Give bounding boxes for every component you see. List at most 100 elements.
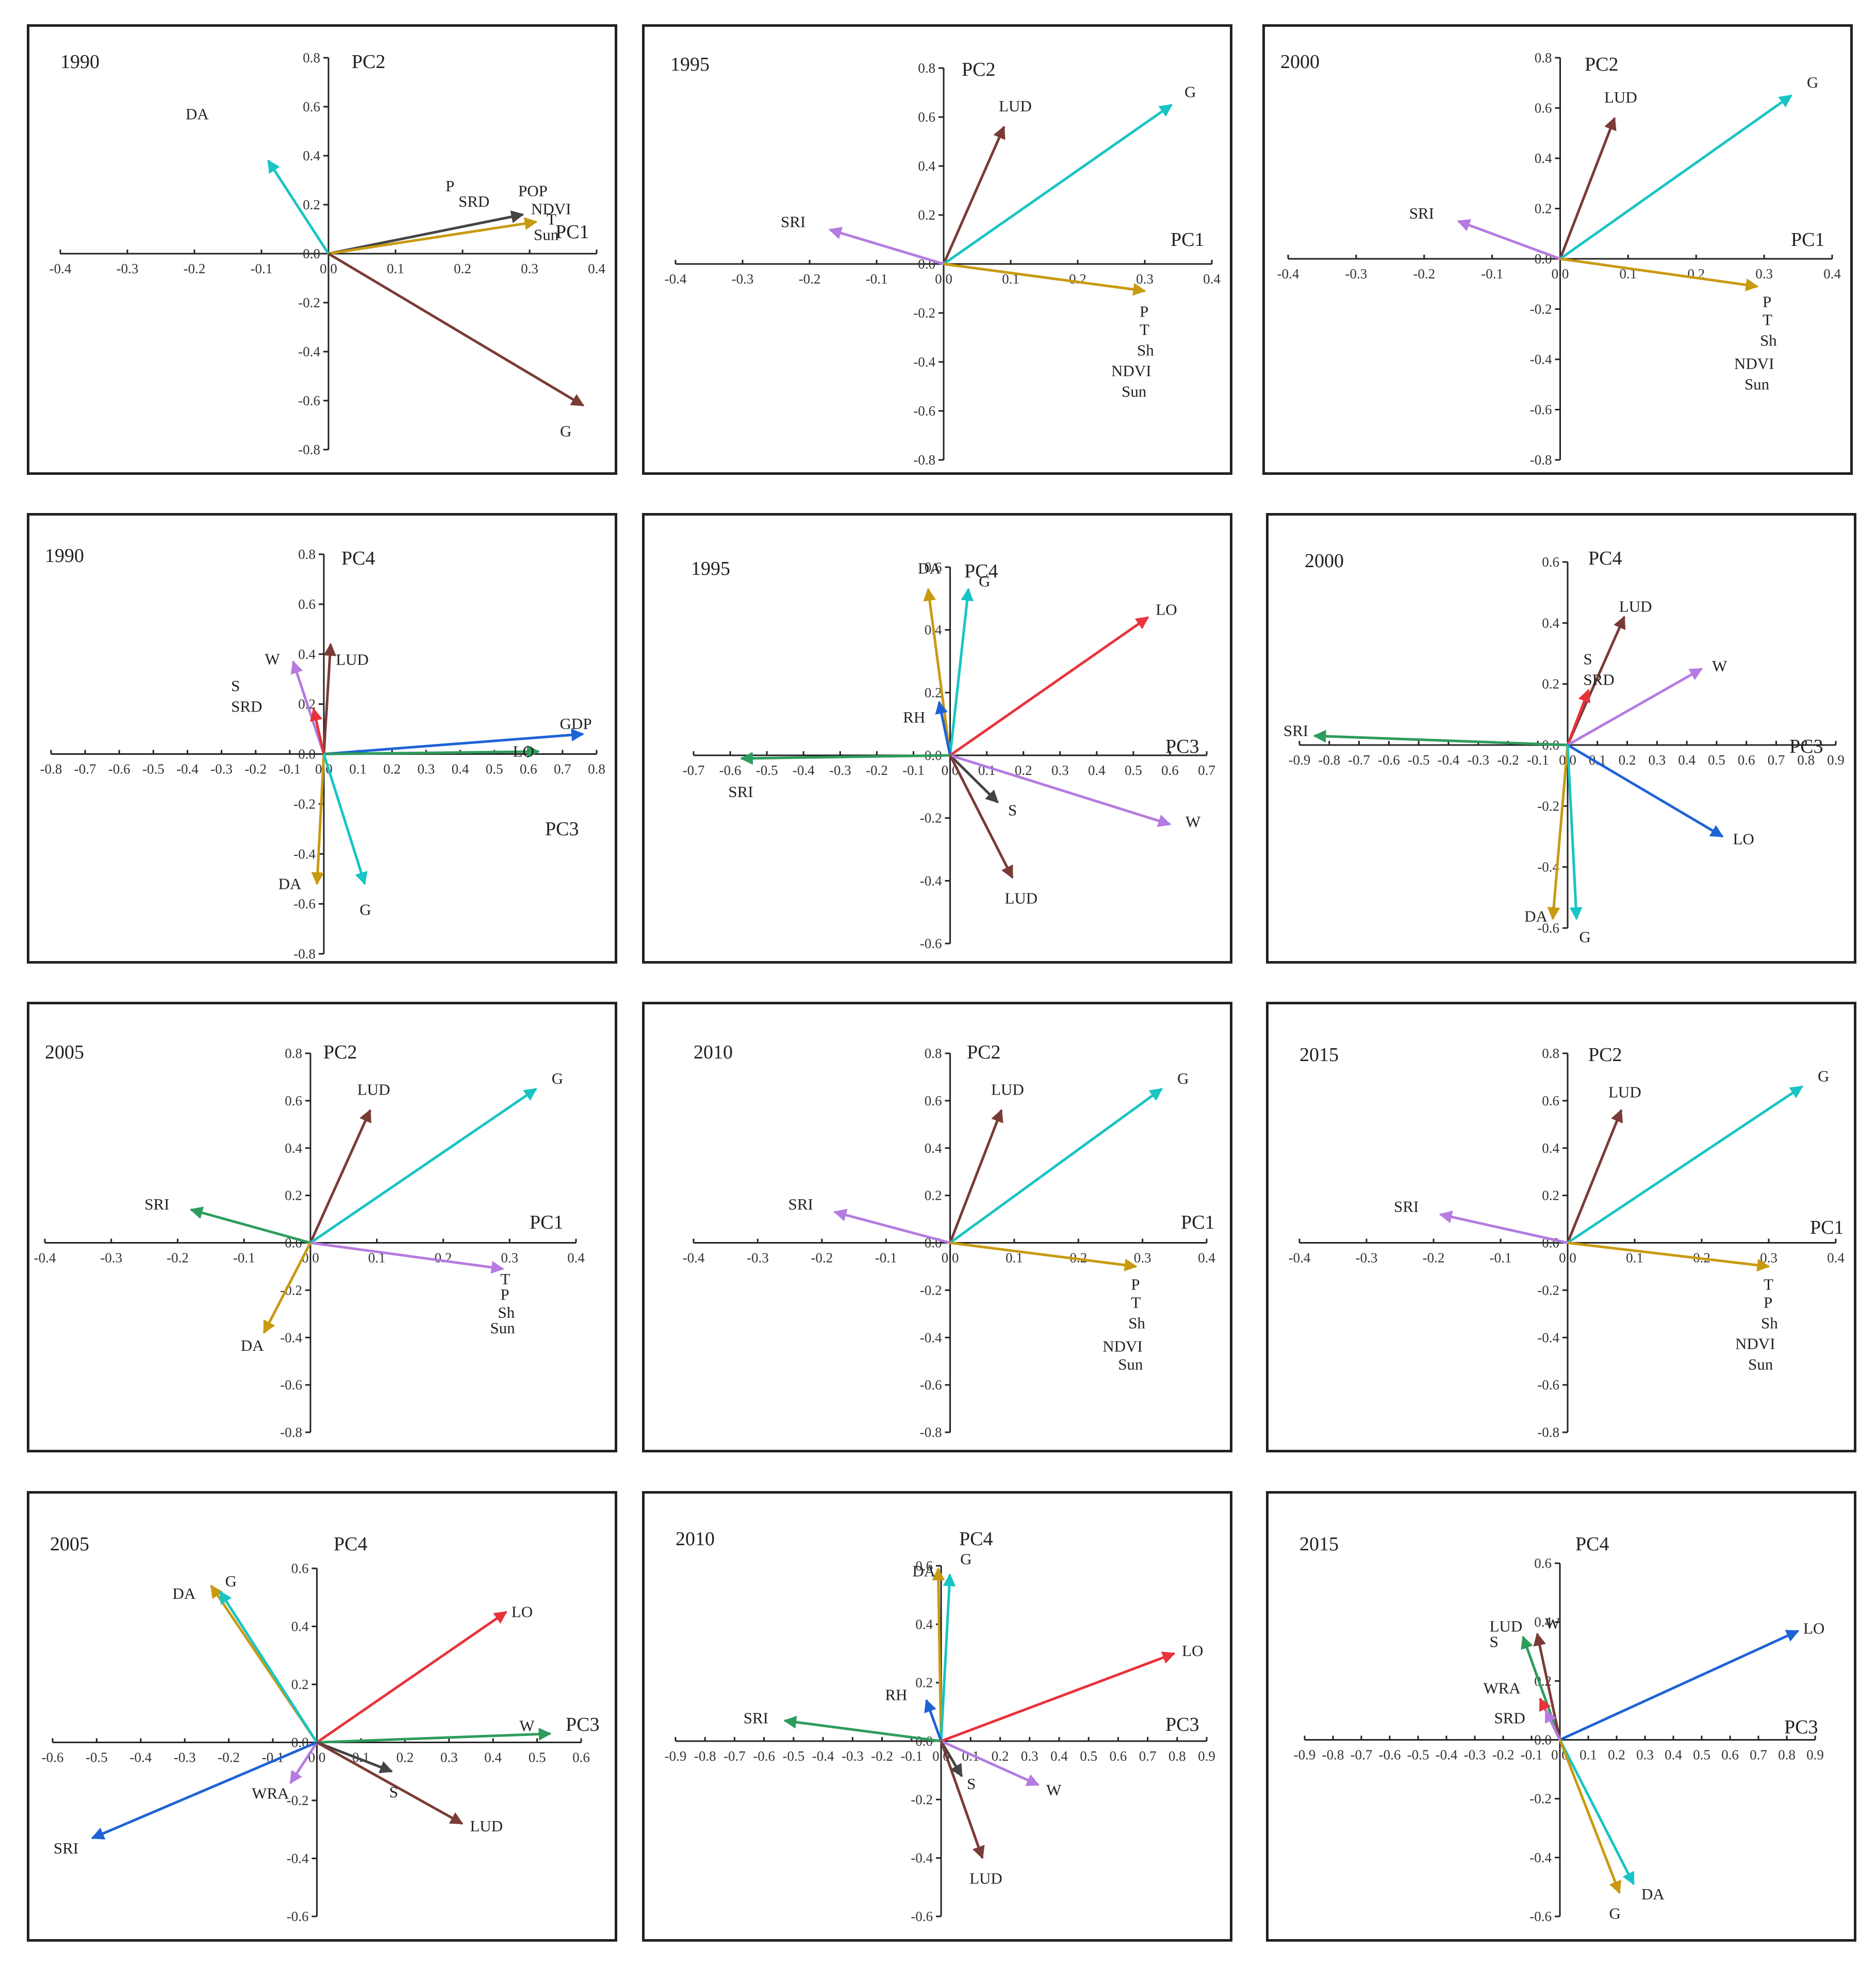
x-tick-label: -0.2 [1413, 266, 1435, 282]
x-tick-label: -0.4 [1438, 752, 1460, 768]
panel-1990-pc3-pc4: -0.8 -0.7 -0.6 -0.5 -0.4 -0.3 -0.2 -0.10.0 0.1 0.… [27, 513, 617, 964]
variable-label: G [1807, 73, 1818, 91]
y-tick-label: 0.8 [918, 60, 935, 76]
variable-label: NDVI [1102, 1337, 1143, 1355]
loading-vector-lud [322, 642, 337, 754]
loading-vector-lud [1559, 117, 1617, 259]
x-tick-label: -0.9 [1294, 1747, 1316, 1763]
x-tick-label: -0.4 [176, 762, 199, 777]
panel-2000-pc1-pc2: -0.4 -0.3 -0.2 -0.1 0.0 0.1 0.2 0.3 0.4 0.8 0.6 0.4… [1262, 24, 1853, 475]
x-tick-label: -0.2 [1423, 1250, 1445, 1266]
x-axis-title: PC3 [566, 1714, 599, 1735]
x-tick-label: 0.4 [588, 261, 605, 276]
variable-label: G [1609, 1904, 1621, 1922]
variable-label: LUD [1619, 598, 1652, 616]
x-tick-label: -0.7 [1348, 752, 1370, 768]
y-tick-label: 0.6 [298, 597, 316, 612]
loading-vector-p-t-sh-ndvi-sun [950, 1242, 1138, 1271]
x-tick-label: -0.1 [233, 1250, 255, 1266]
variable-label: T [1764, 1275, 1773, 1293]
y-tick-label: 0.2 [918, 207, 935, 223]
x-tick-label: -0.5 [1408, 752, 1430, 768]
x-tick-label: -0.1 [902, 763, 925, 778]
y-tick-label: 0.2 [291, 1677, 309, 1692]
loading-vector-p-srd [328, 210, 524, 255]
x-tick-label: 0.6 [1721, 1747, 1739, 1763]
x-tick-label: -0.3 [732, 271, 754, 287]
x-tick-label: -0.1 [900, 1748, 923, 1764]
variable-label: LUD [991, 1080, 1024, 1098]
variable-label: T [500, 1270, 510, 1288]
loading-vector-s [316, 1741, 393, 1774]
x-tick-label: -0.5 [756, 763, 778, 778]
y-axis-title: PC4 [964, 560, 998, 582]
x-tick-label: -0.4 [1436, 1747, 1458, 1763]
panel-2010-pc3-pc4: -0.9 -0.8 -0.7 -0.6 -0.5 -0.4 -0.3 -0.2 -0.1 0.0 0… [642, 1491, 1232, 1942]
y-tick-label: 0.4 [298, 647, 316, 662]
variable-label: SRD [1583, 671, 1614, 689]
x-tick-label: 0.9 [1806, 1747, 1824, 1763]
loading-vector-sri [1439, 1211, 1568, 1244]
variable-label: G [225, 1572, 237, 1590]
variable-label: T [1140, 320, 1149, 338]
y-tick-label: -0.8 [293, 946, 316, 962]
x-tick-label: -0.6 [1378, 752, 1400, 768]
panel-2015-pc3-pc4: -0.9 -0.8 -0.7 -0.6 -0.5 -0.4 -0.3 -0.2 -0.1 0.0 0… [1266, 1491, 1856, 1942]
x-tick-label: 0.8 [588, 762, 605, 777]
x-tick-label: 0.2 [992, 1748, 1009, 1764]
y-tick-label: 0.0 [303, 246, 320, 261]
y-tick-label: -0.4 [920, 1330, 942, 1345]
loading-vector-g [309, 1087, 537, 1244]
variable-label: G [560, 422, 571, 440]
x-tick-label: -0.4 [50, 261, 72, 276]
y-tick-label: -0.2 [287, 1793, 309, 1808]
x-tick-label: -0.4 [1277, 266, 1299, 282]
loading-vector-sri [828, 227, 944, 266]
loading-vector-g [949, 588, 974, 756]
y-tick-label: -0.2 [1529, 1791, 1552, 1807]
variable-label: W [1545, 1614, 1560, 1632]
variable-label: P [1764, 1293, 1772, 1311]
x-tick-label: -0.1 [875, 1250, 897, 1266]
x-tick-label: -0.4 [1289, 1250, 1311, 1266]
x-tick-label: 0.5 [529, 1750, 546, 1765]
loading-vector-lo [941, 1651, 1176, 1743]
x-tick-label: -0.5 [86, 1750, 108, 1765]
variable-label: G [960, 1550, 972, 1568]
y-tick-label: 0.2 [285, 1188, 302, 1203]
panel-year-title: 2000 [1280, 51, 1320, 73]
variable-label: LUD [470, 1817, 503, 1835]
x-tick-label: -0.2 [244, 762, 267, 777]
loading-vector-da [267, 159, 330, 255]
variable-label: S [1583, 650, 1592, 668]
loading-vector-srd [1544, 1709, 1561, 1741]
x-tick-label: 0.1 [1579, 1747, 1597, 1763]
y-tick-label: 0.0 [1534, 1732, 1552, 1748]
variable-label: SRD [458, 192, 489, 210]
loading-vector-sri [1313, 730, 1568, 747]
y-tick-label: -0.6 [293, 896, 316, 912]
loading-vector-g [1558, 1739, 1621, 1894]
variable-label: DA [912, 1562, 935, 1580]
loading-vector-g [219, 1590, 318, 1743]
x-tick-label: 0.5 [1708, 752, 1725, 768]
variable-label: P [1131, 1275, 1140, 1293]
x-axis-title: PC1 [1810, 1217, 1844, 1238]
variable-label: NDVI [1734, 355, 1774, 373]
y-tick-label: 0.8 [1542, 1046, 1559, 1061]
loading-vector-lud [942, 125, 1006, 265]
variable-label: RH [885, 1686, 907, 1704]
loading-vector-lo [316, 1611, 507, 1744]
variable-label: DA [918, 559, 941, 577]
y-tick-label: -0.4 [298, 344, 320, 359]
variable-label: Sun [534, 225, 559, 243]
x-tick-label: -0.2 [866, 763, 888, 778]
variable-label: Sun [1118, 1355, 1143, 1373]
y-tick-label: 0.6 [1535, 101, 1552, 116]
variable-label: LO [1803, 1619, 1824, 1637]
loading-vector-sri [91, 1741, 318, 1840]
x-tick-label: -0.2 [1492, 1747, 1515, 1763]
